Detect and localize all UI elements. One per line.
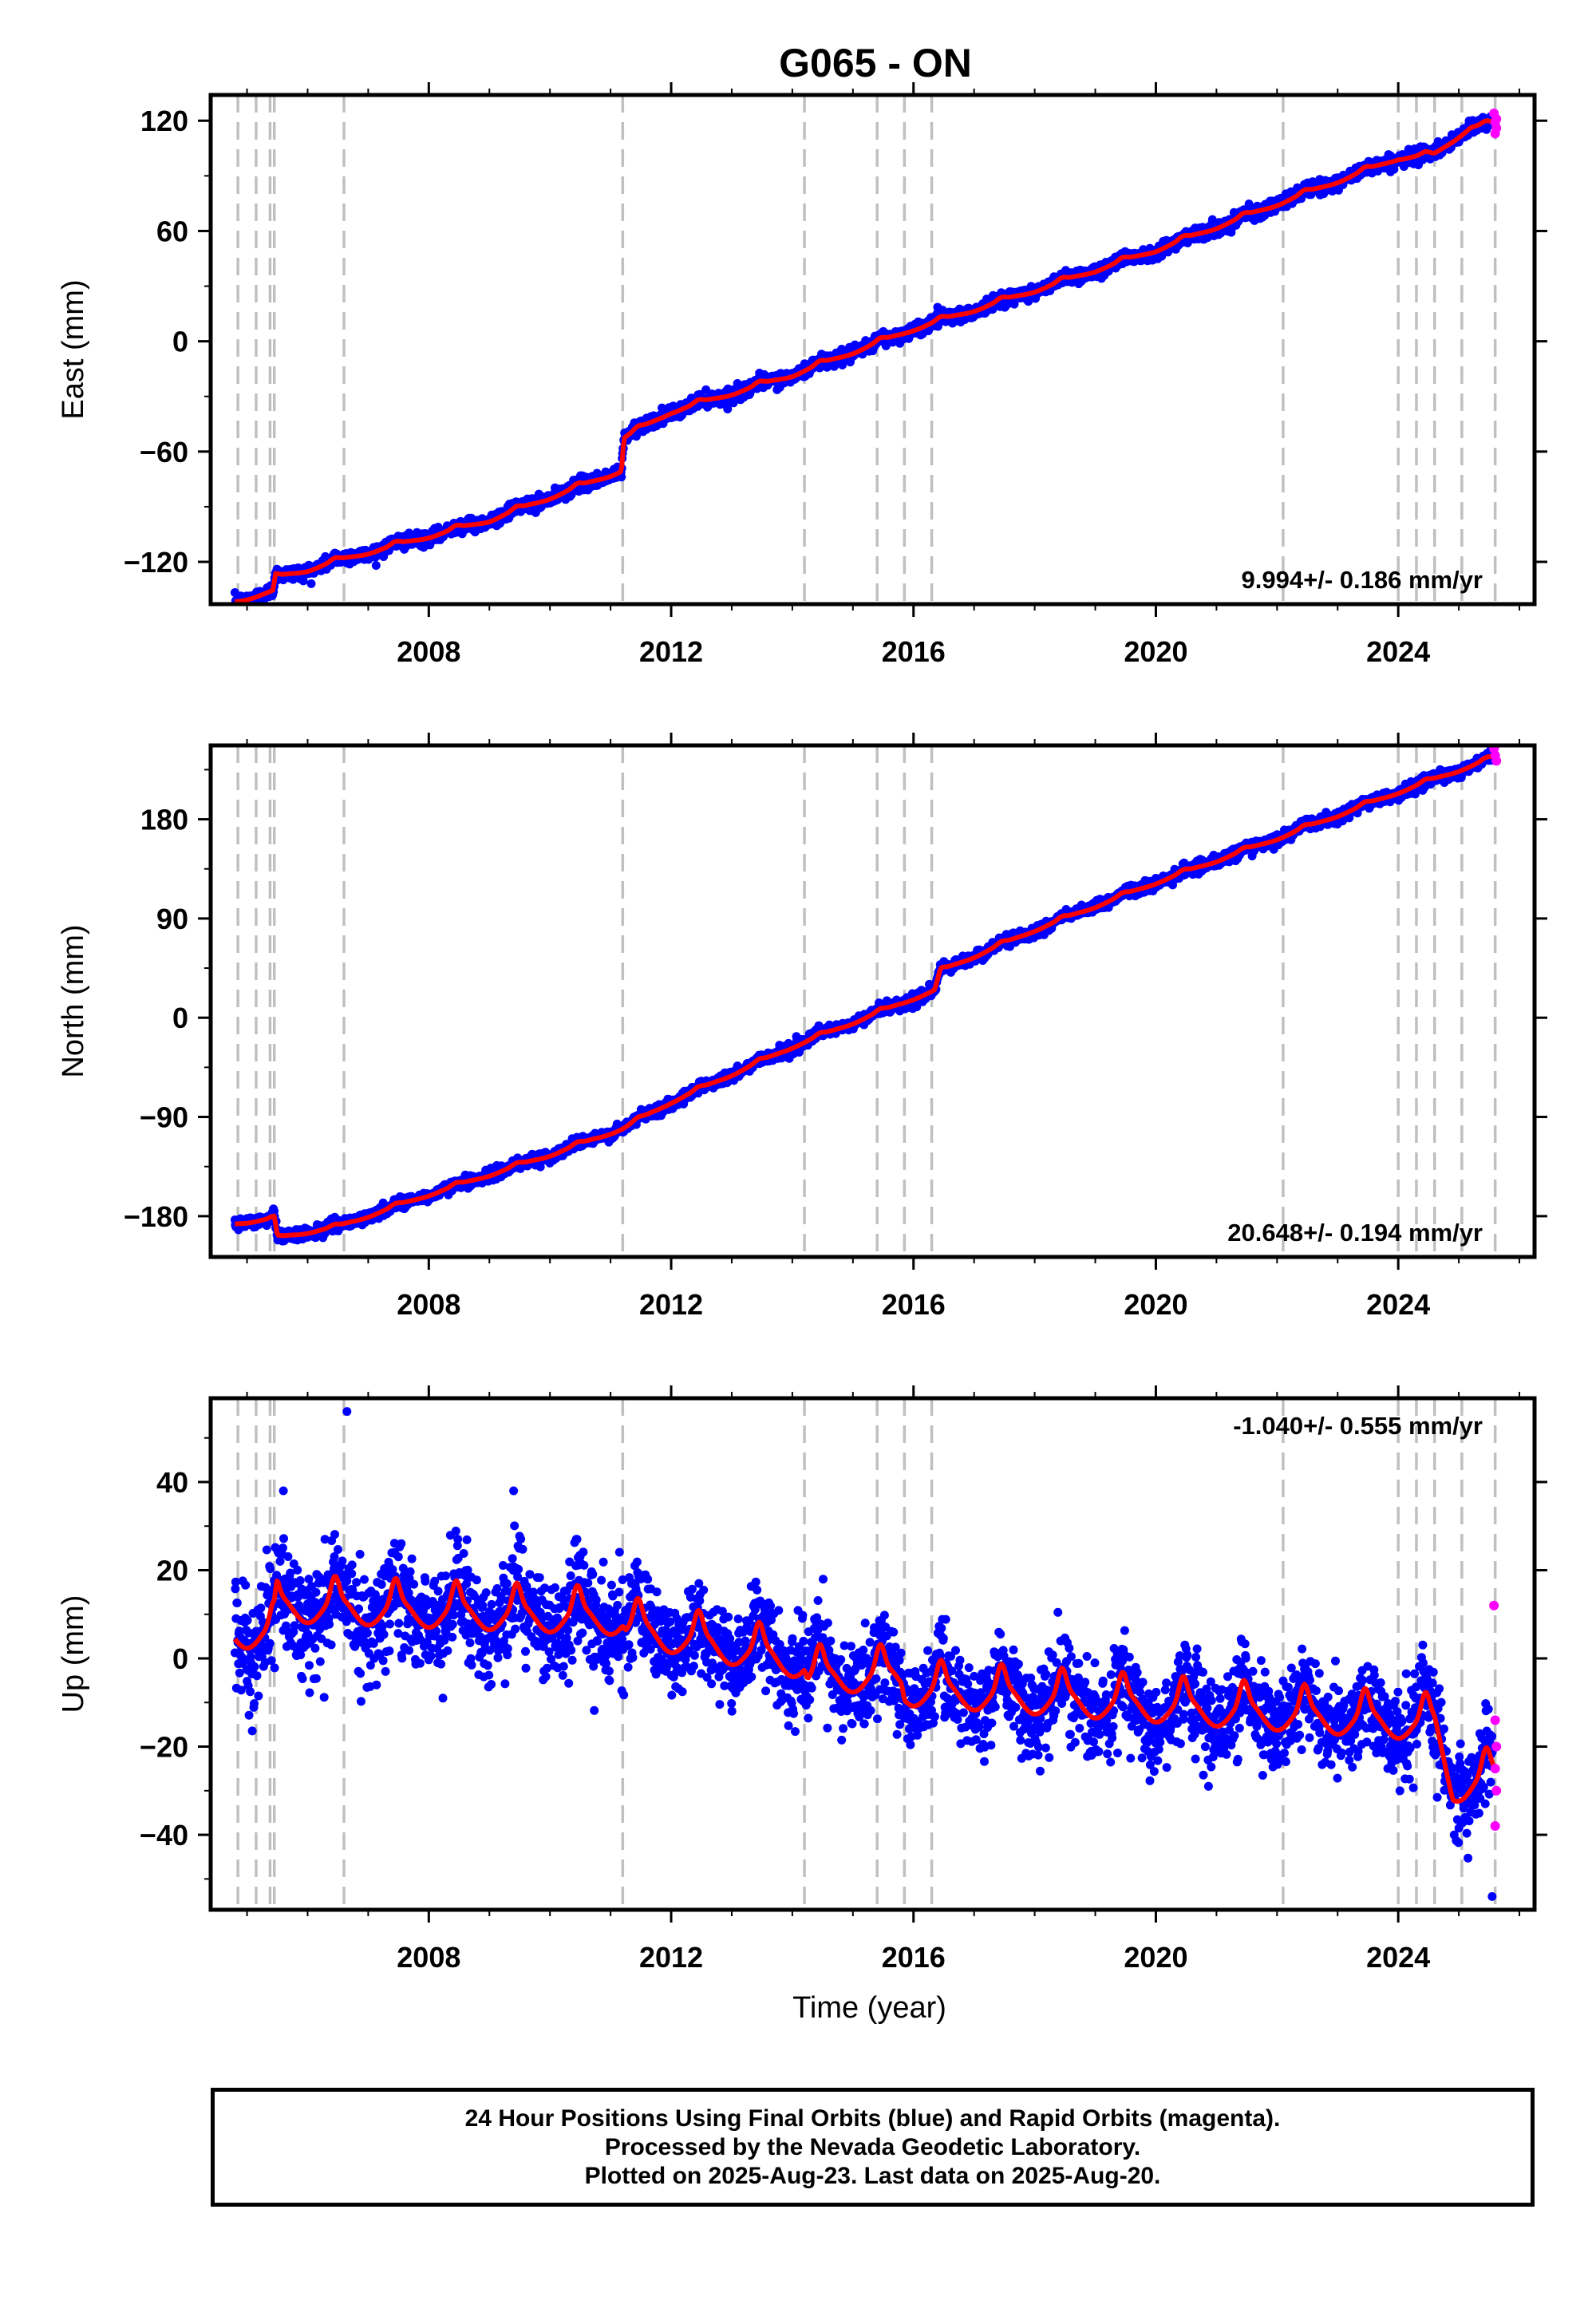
y-tick-label: 60	[156, 215, 188, 247]
y-axis-label: East (mm)	[57, 279, 90, 419]
final-orbit-point	[371, 561, 381, 570]
rapid-orbit-point	[1490, 128, 1500, 139]
chart-title: G065 - ON	[779, 41, 972, 85]
x-tick-label: 2012	[639, 635, 703, 668]
panel-east: 120 60 0 −60 −120 2008 2012 2016 2020 2024 East (m…	[57, 82, 1547, 668]
plot-area	[230, 745, 1502, 1257]
final-orbit-points	[230, 745, 1498, 1246]
final-orbit-point	[567, 490, 576, 500]
x-tick-label: 2008	[397, 635, 460, 668]
rate-annotation: 9.994+/- 0.186 mm/yr	[1242, 566, 1483, 594]
y-tick-label: −60	[140, 436, 188, 468]
x-tick-label: 2016	[882, 635, 946, 668]
y-tick-label: 120	[140, 105, 188, 137]
panels: 120 60 0 −60 −120 2008 2012 2016 2020 2024 East (m…	[57, 82, 1547, 2025]
y-tick-label: 0	[172, 326, 188, 358]
x-tick-label: 2020	[1124, 635, 1187, 668]
y-tick-label: −120	[124, 546, 188, 579]
x-tick-label: 2024	[1366, 635, 1430, 668]
plot-area	[230, 95, 1502, 604]
final-orbit-point	[723, 405, 733, 413]
rapid-orbit-point	[1491, 113, 1502, 124]
final-orbit-point	[1207, 215, 1217, 224]
final-orbit-point	[306, 579, 316, 588]
